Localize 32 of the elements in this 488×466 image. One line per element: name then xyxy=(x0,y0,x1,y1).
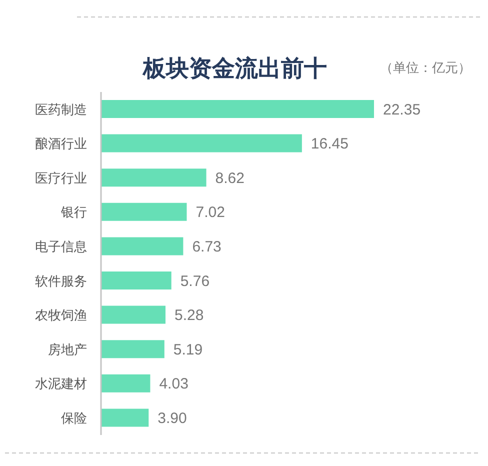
bar xyxy=(101,134,302,152)
y-tick-label: 软件服务 xyxy=(35,273,87,288)
bar xyxy=(101,340,164,358)
bar xyxy=(101,272,172,290)
chart-title: 板块资金流出前十 xyxy=(143,55,327,81)
bar xyxy=(101,202,187,221)
y-tick-label: 医疗行业 xyxy=(35,170,87,186)
y-tick-label: 医药制造 xyxy=(35,102,87,117)
bar xyxy=(101,306,166,324)
data-label: 16.45 xyxy=(310,136,348,153)
bar xyxy=(101,168,206,187)
data-label: 6.73 xyxy=(192,238,222,256)
data-label: 3.90 xyxy=(158,410,187,428)
y-tick-label: 房地产 xyxy=(48,342,87,357)
data-label: 22.35 xyxy=(383,101,421,118)
data-label: 5.76 xyxy=(180,272,210,290)
bar xyxy=(101,408,149,427)
y-tick-label: 保险 xyxy=(61,410,87,426)
data-label: 5.19 xyxy=(173,341,203,358)
y-tick-label: 水泥建材 xyxy=(35,376,87,392)
bar xyxy=(101,100,374,118)
data-label: 5.28 xyxy=(174,307,204,324)
data-label: 8.62 xyxy=(215,170,244,187)
y-tick-label: 银行 xyxy=(60,204,87,220)
bar xyxy=(101,237,184,256)
data-label: 4.03 xyxy=(159,376,188,393)
y-tick-label: 电子信息 xyxy=(35,238,87,254)
y-tick-label: 酿酒行业 xyxy=(35,136,87,152)
bar xyxy=(101,374,150,392)
y-tick-label: 农牧饲渔 xyxy=(35,308,87,323)
text: （单位：亿元） xyxy=(380,60,471,76)
data-label: 7.02 xyxy=(196,204,225,222)
